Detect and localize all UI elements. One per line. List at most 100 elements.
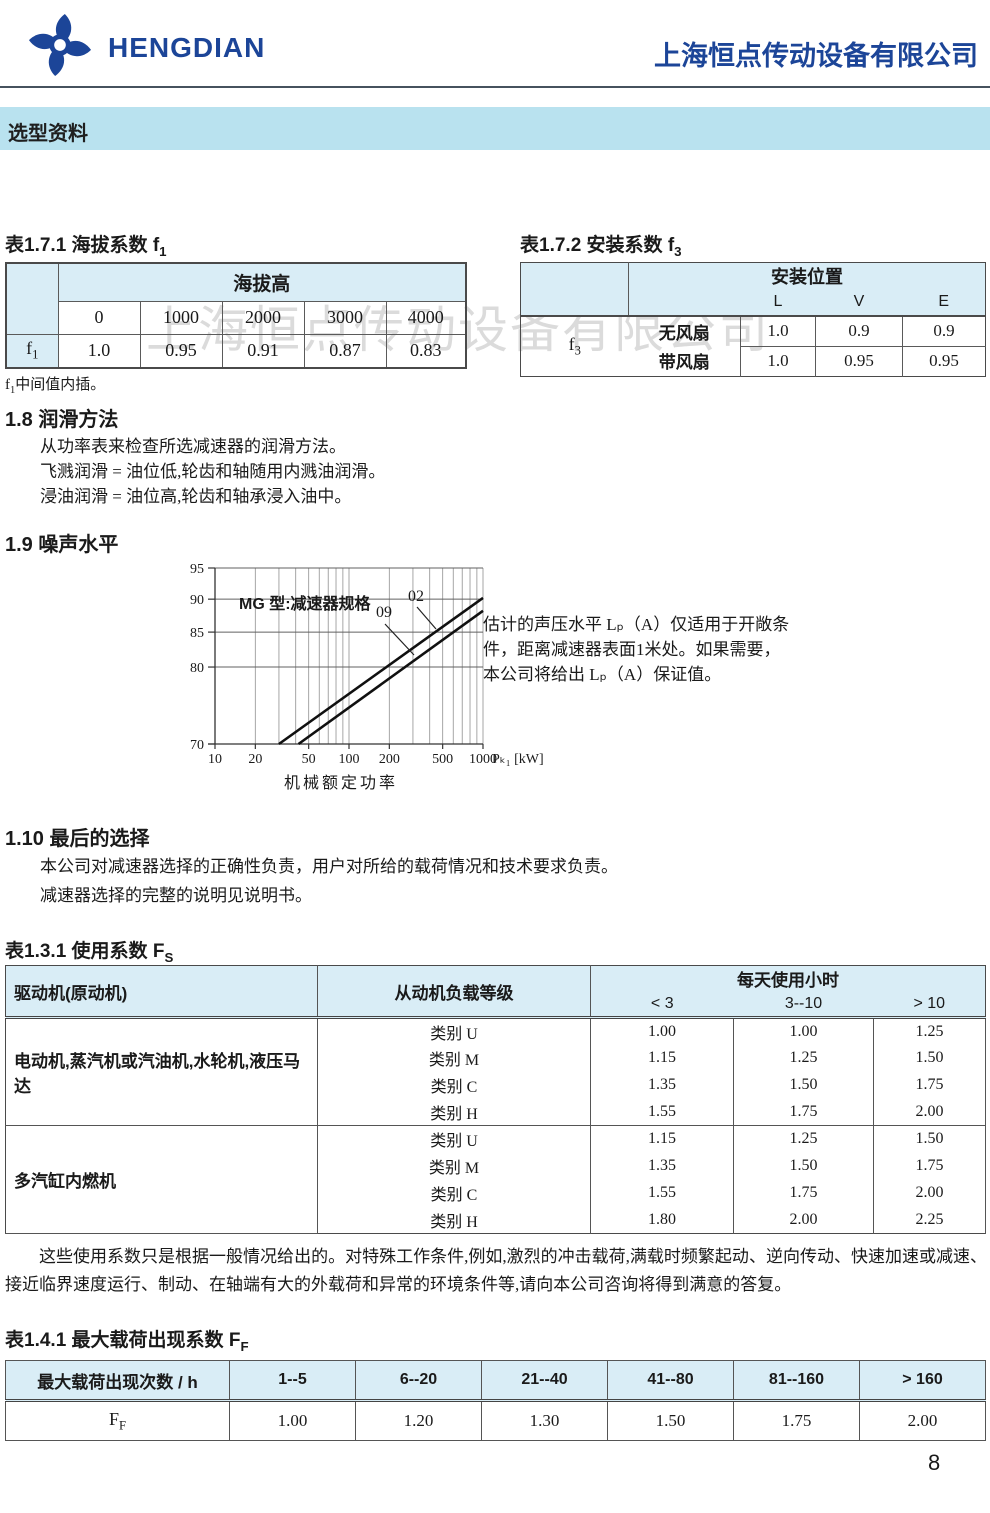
f1-value-cell: 0.91 [221, 333, 305, 369]
f3-col-label: E [902, 289, 986, 317]
svg-text:10: 10 [208, 752, 222, 767]
fs-driver-cell: 电动机,蒸汽机或汽油机,水轮机,液压马达 [5, 1017, 318, 1126]
ff-value-cell: 1.20 [355, 1400, 482, 1441]
svg-text:70: 70 [190, 738, 204, 753]
fs-value-cell: 1.50 [733, 1152, 874, 1180]
ff-value-cell: 1.30 [481, 1400, 608, 1441]
fs-value-cell: 1.00 [733, 1017, 874, 1045]
altitude-factor-table: 海拔高 0 1000 2000 3000 4000 f1 1.0 0.95 0.… [5, 262, 467, 369]
hengdian-pinwheel-logo-icon [28, 12, 92, 83]
f3-value-cell: 0.9 [902, 316, 986, 347]
noise-note: 估计的声压水平 Lₚ（A）仅适用于开敞条 件，距离减速器表面1米处。如果需要， … [483, 612, 789, 687]
ff-value-cell: 1.75 [733, 1400, 860, 1441]
f3-row-label: f3 [568, 333, 581, 358]
company-name: 上海恒点传动设备有限公司 [654, 41, 978, 71]
ff-value-cell: 1.00 [229, 1400, 356, 1441]
fs-value-cell: 1.50 [733, 1071, 874, 1099]
fs-value-cell: 2.25 [872, 1206, 987, 1234]
f1-value-cell: 0.83 [385, 333, 467, 369]
fs-value-cell: 1.15 [590, 1044, 734, 1072]
fs-value-cell: 1.35 [590, 1071, 734, 1099]
fs-value-cell: 2.00 [733, 1206, 874, 1234]
fs-value-cell: 1.25 [872, 1017, 987, 1045]
svg-text:20: 20 [248, 752, 262, 767]
fs-category-cell: 类别 H [317, 1098, 591, 1126]
fs-category-cell: 类别 M [317, 1152, 591, 1180]
text-line: 飞溅润滑 = 油位低,轮齿和轴随用内溅油润滑。 [40, 462, 386, 481]
f3-value-cell: 1.0 [740, 316, 816, 347]
section-1-8-text: 从功率表来检查所选减速器的润滑方法。 飞溅润滑 = 油位低,轮齿和轴随用内溅油润… [40, 434, 385, 509]
fs-hours-col: < 3 [590, 991, 734, 1019]
svg-text:95: 95 [190, 562, 204, 577]
svg-text:85: 85 [190, 626, 204, 641]
ff-row-header: 最大载荷出现次数 / h [5, 1360, 230, 1402]
fs-value-cell: 1.25 [733, 1044, 874, 1072]
fs-value-cell: 1.50 [872, 1044, 987, 1072]
text-line: 从功率表来检查所选减速器的润滑方法。 [40, 437, 346, 456]
fs-value-cell: 1.75 [733, 1179, 874, 1207]
fs-value-cell: 1.80 [590, 1206, 734, 1234]
ff-value-cell: 2.00 [859, 1400, 986, 1441]
f1-altitude-cell: 3000 [303, 300, 387, 335]
fs-value-cell: 1.15 [590, 1125, 734, 1153]
series-line-09 [297, 609, 484, 746]
ff-range-header: 21--40 [481, 1360, 608, 1402]
fs-driver-header: 驱动机(原动机) [5, 965, 318, 1019]
fs-category-cell: 类别 C [317, 1071, 591, 1099]
f3-value-cell: 0.95 [902, 346, 986, 376]
svg-text:80: 80 [190, 661, 204, 676]
f1-altitude-cell: 1000 [139, 300, 223, 335]
fs-hours-header: 每天使用小时 [590, 965, 986, 992]
f3-col-label: V [815, 289, 903, 317]
fs-value-cell: 1.75 [733, 1098, 874, 1126]
ff-value-cell: 1.50 [607, 1400, 734, 1441]
f3-value-cell: 0.9 [815, 316, 903, 347]
svg-text:09: 09 [376, 604, 392, 621]
section-banner-title: 选型资料 [8, 123, 88, 145]
usage-note-paragraph: 这些使用系数只是根据一般情况给出的。对特殊工作条件,例如,激烈的冲击载荷,满载时… [5, 1247, 987, 1294]
section-1-10-heading: 1.10 最后的选择 [5, 828, 150, 850]
svg-text:90: 90 [190, 593, 204, 608]
section-1-10-text: 本公司对减速器选择的正确性负责，用户对所给的载荷情况和技术要求负责。 减速器选择… [40, 852, 618, 910]
fs-category-cell: 类别 H [317, 1206, 591, 1234]
brand-header: HENGDIAN [28, 12, 265, 83]
section-1-8-heading: 1.8 润滑方法 [5, 409, 119, 431]
f1-altitude-cell: 4000 [385, 300, 467, 335]
text-line: 本公司对减速器选择的正确性负责，用户对所给的载荷情况和技术要求负责。 [40, 857, 618, 876]
ff-row-label: FF [5, 1400, 230, 1441]
table-ff-title: 表1.4.1 最大载荷出现系数 FF [5, 1330, 249, 1354]
f1-altitude-header: 海拔高 [57, 262, 467, 302]
f3-fan-label: 无风扇 [658, 324, 710, 343]
fs-value-cell: 1.55 [590, 1179, 734, 1207]
fs-value-cell: 1.75 [872, 1152, 987, 1180]
ff-range-header: 1--5 [229, 1360, 356, 1402]
ff-range-header: > 160 [859, 1360, 986, 1402]
svg-text:02: 02 [408, 588, 424, 605]
f3-value-cell: 1.0 [740, 346, 816, 376]
svg-text:Pₖ₁ [kW]: Pₖ₁ [kW] [492, 752, 544, 767]
fs-value-cell: 2.00 [872, 1179, 987, 1207]
fs-value-cell: 1.25 [733, 1125, 874, 1153]
f1-corner-cell [5, 262, 59, 335]
fs-category-cell: 类别 U [317, 1017, 591, 1045]
text-line: 减速器选择的完整的说明见说明书。 [40, 886, 312, 905]
fs-category-cell: 类别 U [317, 1125, 591, 1153]
fs-value-cell: 1.00 [590, 1017, 734, 1045]
table-f1-title: 表1.7.1 海拔系数 f1 [5, 235, 167, 259]
page-number: 8 [928, 1450, 941, 1475]
f3-fan-label: 带风扇 [658, 353, 710, 373]
svg-text:MG 型:减速器规格: MG 型:减速器规格 [239, 594, 372, 613]
f1-row-label: f1 [5, 333, 59, 369]
ff-range-header: 6--20 [355, 1360, 482, 1402]
fs-hours-col: 3--10 [733, 991, 874, 1019]
mounting-factor-table: 安装位置 L V E f3 无风扇 1.0 0.9 0.9 带风扇 1.0 0.… [520, 262, 986, 377]
f3-empty-cell [628, 289, 741, 317]
svg-text:1000: 1000 [469, 752, 497, 767]
fs-value-cell: 1.75 [872, 1071, 987, 1099]
fs-value-cell: 1.55 [590, 1098, 734, 1126]
svg-text:200: 200 [379, 752, 400, 767]
section-banner: 选型资料 [0, 107, 990, 150]
brand-name: HENGDIAN [108, 31, 266, 63]
